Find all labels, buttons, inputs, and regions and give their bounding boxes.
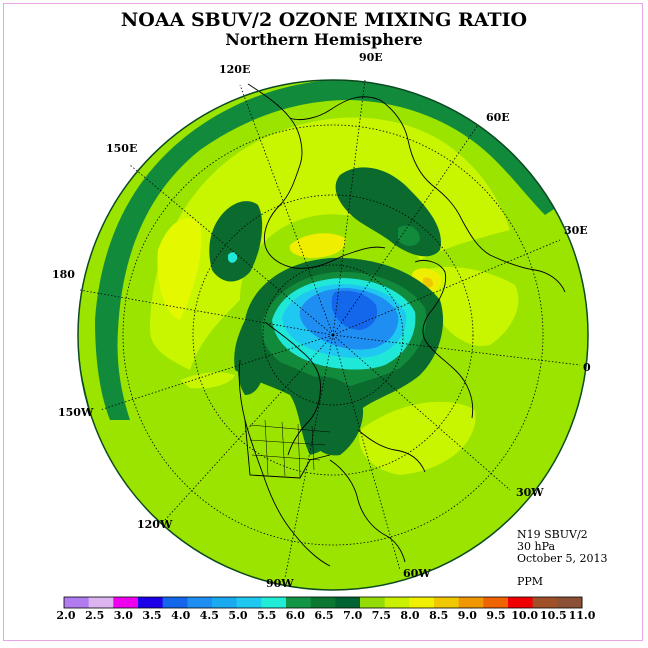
political-borders [249, 419, 331, 479]
colorbar-tick-label: 11.0 [569, 609, 596, 622]
ozone-region-9.0-scandinavia [423, 277, 434, 288]
colorbar-tick-label: 8.5 [429, 609, 448, 622]
map-disc-outline [77, 79, 589, 591]
colorbar-swatch [261, 597, 287, 608]
colorbar-tick-label: 3.5 [142, 609, 161, 622]
colorbar-swatch [212, 597, 238, 608]
colorbar-tick-label: 2.5 [85, 609, 104, 622]
colorbar-swatch [88, 597, 114, 608]
colorbar: 2.0 2.5 3.0 3.5 4.0 4.5 5.0 5.5 6.0 6.5 7.0 7.5 8.0 8… [56, 596, 596, 622]
map-subtitle: Northern Hemisphere [225, 30, 423, 49]
colorbar-swatch [236, 597, 262, 608]
colorbar-tick-label: 4.0 [171, 609, 190, 622]
lon-label-30w: 30W [516, 486, 544, 499]
lon-label-90w: 90W [266, 577, 294, 590]
lon-label-90e: 90E [359, 51, 383, 64]
colorbar-swatch [360, 597, 386, 608]
ozone-blob-7.0-east-siberia [209, 201, 263, 282]
ozone-lobe-7.0-canada [301, 376, 364, 456]
lon-label-150e: 150E [106, 142, 137, 155]
colorbar-swatch [409, 597, 435, 608]
colorbar-tick-label: 9.0 [458, 609, 477, 622]
colorbar-tick-label: 7.0 [343, 609, 362, 622]
colorbar-tick-label: 5.0 [228, 609, 247, 622]
colorbar-swatch [187, 597, 213, 608]
ozone-region-8.0-pacific [157, 218, 202, 320]
date-label: October 5, 2013 [517, 552, 608, 565]
ozone-region-8.0-nepacific [180, 372, 235, 389]
lon-label-120e: 120E [219, 63, 250, 76]
colorbar-swatch [138, 597, 164, 608]
colorbar-tick-label: 9.5 [486, 609, 505, 622]
lon-label-60w: 60W [403, 567, 431, 580]
colorbar-swatch [384, 597, 410, 608]
longitude-labels: 90E 60E 30E 0 30W 60W 90W 120W 150W 180 … [52, 51, 591, 590]
colorbar-swatch [557, 597, 583, 608]
colorbar-tick-label: 10.5 [540, 609, 567, 622]
lon-label-60e: 60E [486, 111, 510, 124]
colorbar-swatch [508, 597, 534, 608]
ozone-blob-6.0-east-siberia [228, 252, 238, 263]
pressure-label: 30 hPa [517, 540, 556, 553]
colorbar-tick-label: 6.0 [286, 609, 305, 622]
colorbar-tick-label: 7.5 [372, 609, 391, 622]
colorbar-tick-label: 8.0 [400, 609, 419, 622]
colorbar-swatch [483, 597, 509, 608]
lon-label-0: 0 [583, 361, 591, 374]
colorbar-swatch [532, 597, 558, 608]
colorbar-swatch [162, 597, 188, 608]
colorbar-swatch [335, 597, 361, 608]
colorbar-swatch [458, 597, 484, 608]
lon-label-30e: 30E [564, 224, 588, 237]
colorbar-tick-label: 4.5 [200, 609, 219, 622]
ozone-region-8.0-asia [150, 117, 510, 370]
ozone-lobe-7.0-alaska [237, 353, 265, 395]
colorbar-tick-label: 6.5 [314, 609, 333, 622]
colorbar-swatch [434, 597, 460, 608]
lon-label-180: 180 [52, 268, 75, 281]
colorbar-swatch [286, 597, 312, 608]
ozone-blob-6.5-taimyr [398, 225, 420, 246]
lon-label-150w: 150W [58, 406, 94, 419]
ozone-region-8.0-atlantic [359, 401, 476, 475]
instrument-label: N19 SBUV/2 [517, 528, 588, 541]
lon-label-120w: 120W [137, 518, 173, 531]
ozone-region-8.0-europe [425, 266, 519, 346]
colorbar-swatch [64, 597, 90, 608]
plot-frame [3, 3, 643, 641]
colorbar-swatch [113, 597, 139, 608]
colorbar-tick-label: 2.0 [56, 609, 75, 622]
colorbar-tick-label: 10.0 [511, 609, 538, 622]
colorbar-frame [63, 596, 583, 609]
colorbar-tick-label: 5.5 [257, 609, 276, 622]
map-title: NOAA SBUV/2 OZONE MIXING RATIO [120, 9, 528, 31]
coastlines [238, 83, 566, 567]
ozone-region-8.5-siberia [289, 233, 346, 258]
graticule [79, 79, 581, 579]
units-label: PPM [517, 575, 544, 588]
colorbar-swatch [310, 597, 336, 608]
colorbar-tick-label: 3.0 [114, 609, 133, 622]
